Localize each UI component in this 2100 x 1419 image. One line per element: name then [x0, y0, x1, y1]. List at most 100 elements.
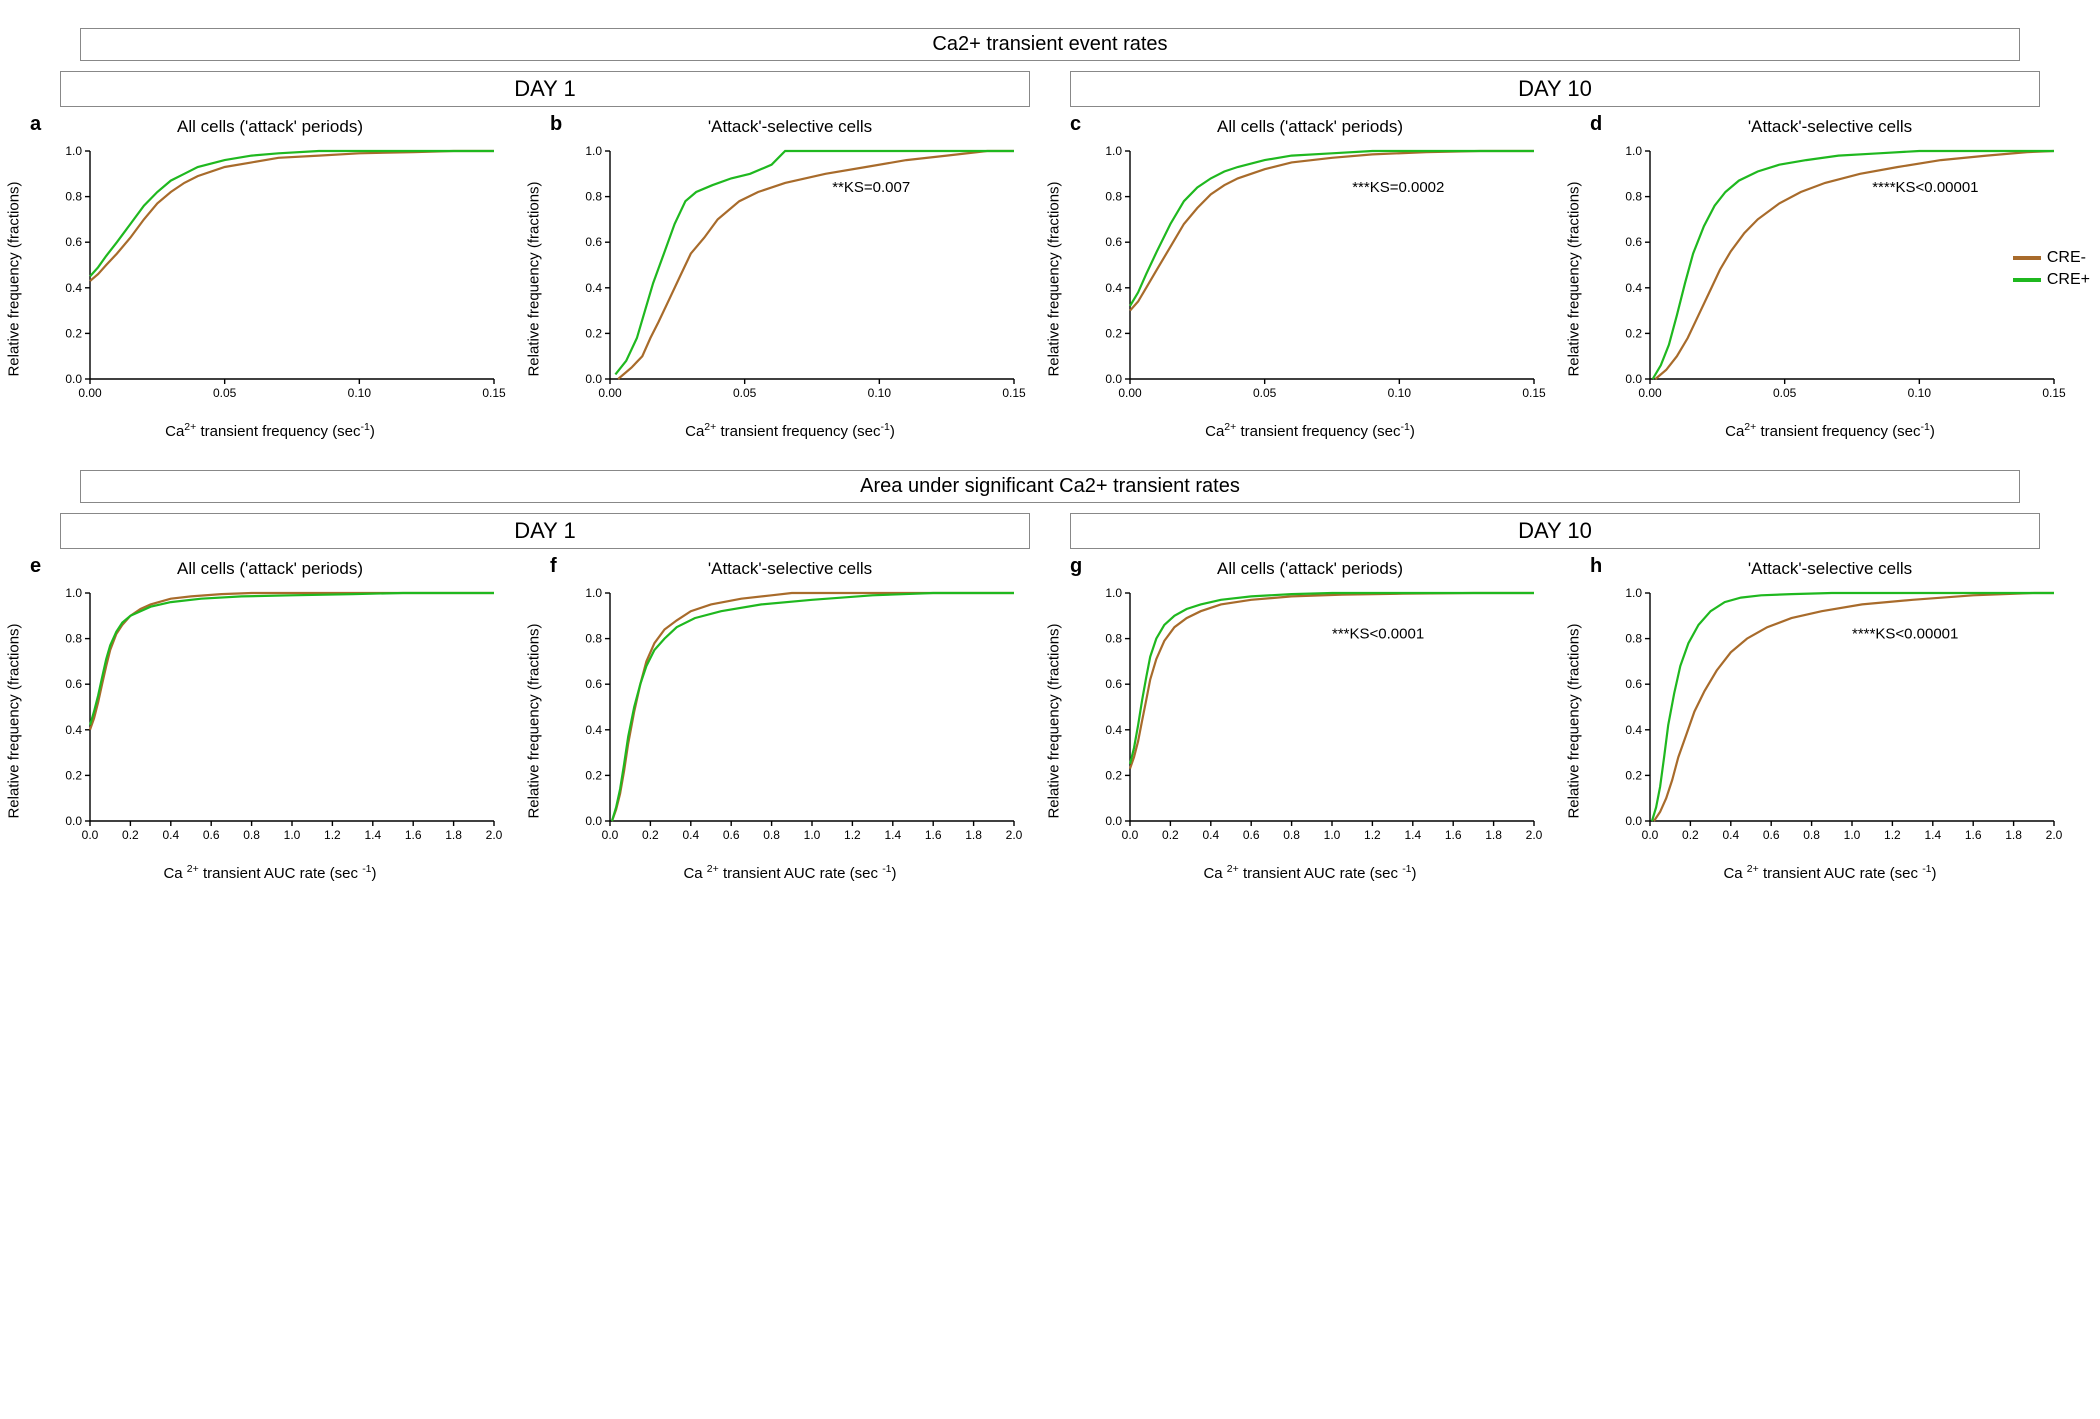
- ylabel-h: Relative frequency (fractions): [1566, 623, 1583, 818]
- svg-text:0.8: 0.8: [65, 190, 82, 204]
- panel-c: c All cells ('attack' periods) Relative …: [1060, 113, 1560, 440]
- svg-text:0.2: 0.2: [1105, 768, 1122, 782]
- series-cre-plus: [1130, 593, 1534, 764]
- ylabel-e: Relative frequency (fractions): [6, 623, 23, 818]
- svg-text:0.05: 0.05: [213, 386, 237, 400]
- legend-swatch-cre-minus: [2013, 256, 2041, 260]
- panel-title-b: 'Attack'-selective cells: [540, 117, 1040, 137]
- svg-text:0.8: 0.8: [1105, 632, 1122, 646]
- svg-text:0.00: 0.00: [78, 386, 102, 400]
- panel-row-bottom: e All cells ('attack' periods) Relative …: [20, 555, 2080, 882]
- xlabel-d: Ca2+ transient frequency (sec-1): [1580, 421, 2080, 440]
- svg-text:1.0: 1.0: [585, 586, 602, 600]
- svg-text:0.0: 0.0: [1625, 814, 1642, 828]
- svg-text:1.2: 1.2: [844, 828, 861, 842]
- series-cre-plus: [90, 593, 494, 725]
- svg-text:1.2: 1.2: [324, 828, 341, 842]
- svg-text:0.6: 0.6: [1105, 235, 1122, 249]
- panel-b: b 'Attack'-selective cells Relative freq…: [540, 113, 1040, 440]
- svg-text:0.8: 0.8: [65, 632, 82, 646]
- panel-letter-e: e: [30, 555, 41, 578]
- day1-box-bottom: DAY 1: [60, 513, 1030, 549]
- svg-text:0.2: 0.2: [585, 326, 602, 340]
- ylabel-g: Relative frequency (fractions): [1046, 623, 1063, 818]
- svg-text:0.05: 0.05: [733, 386, 757, 400]
- svg-text:0.0: 0.0: [1642, 828, 1659, 842]
- xlabel-h: Ca 2+ transient AUC rate (sec -1): [1580, 863, 2080, 882]
- ylabel-f: Relative frequency (fractions): [526, 623, 543, 818]
- chart-svg-g: 0.00.20.40.60.81.00.00.20.40.60.81.01.21…: [1060, 581, 1560, 861]
- day10-box-bottom: DAY 10: [1070, 513, 2040, 549]
- svg-text:0.8: 0.8: [1283, 828, 1300, 842]
- series-cre-minus: [1130, 593, 1534, 769]
- svg-text:1.4: 1.4: [364, 828, 381, 842]
- svg-text:2.0: 2.0: [1006, 828, 1023, 842]
- svg-text:0.4: 0.4: [162, 828, 179, 842]
- svg-text:0.0: 0.0: [82, 828, 99, 842]
- svg-text:1.0: 1.0: [1324, 828, 1341, 842]
- series-cre-plus: [615, 151, 1014, 374]
- xlabel-a: Ca2+ transient frequency (sec-1): [20, 421, 520, 440]
- chart-area-d: Relative frequency (fractions) 0.00.20.4…: [1580, 139, 2080, 419]
- svg-text:0.00: 0.00: [1638, 386, 1662, 400]
- section2-header: Area under significant Ca2+ transient ra…: [80, 470, 2020, 503]
- panel-letter-b: b: [550, 113, 562, 136]
- svg-text:1.0: 1.0: [1625, 144, 1642, 158]
- svg-text:2.0: 2.0: [486, 828, 503, 842]
- chart-svg-d: 0.00.20.40.60.81.00.000.050.100.15 ****K…: [1580, 139, 2080, 419]
- svg-text:0.8: 0.8: [243, 828, 260, 842]
- panel-f: f 'Attack'-selective cells Relative freq…: [540, 555, 1040, 882]
- svg-text:0.4: 0.4: [585, 281, 602, 295]
- svg-text:0.2: 0.2: [122, 828, 139, 842]
- svg-text:0.00: 0.00: [1118, 386, 1142, 400]
- panel-letter-c: c: [1070, 113, 1081, 136]
- svg-text:1.0: 1.0: [1105, 586, 1122, 600]
- svg-text:0.2: 0.2: [1682, 828, 1699, 842]
- svg-text:1.4: 1.4: [1924, 828, 1941, 842]
- svg-text:0.15: 0.15: [482, 386, 506, 400]
- svg-text:0.4: 0.4: [585, 723, 602, 737]
- ylabel-a: Relative frequency (fractions): [6, 181, 23, 376]
- svg-text:1.0: 1.0: [65, 144, 82, 158]
- svg-text:0.05: 0.05: [1253, 386, 1277, 400]
- chart-area-h: Relative frequency (fractions) 0.00.20.4…: [1580, 581, 2080, 861]
- figure-root: Ca2+ transient event rates DAY 1 DAY 10 …: [20, 28, 2080, 882]
- svg-text:****KS<0.00001: ****KS<0.00001: [1852, 626, 1958, 643]
- svg-text:0.0: 0.0: [65, 814, 82, 828]
- series-cre-minus: [618, 151, 1014, 379]
- legend-label-cre-plus: CRE+: [2047, 271, 2090, 289]
- svg-text:1.0: 1.0: [1844, 828, 1861, 842]
- chart-area-a: Relative frequency (fractions) 0.00.20.4…: [20, 139, 520, 419]
- svg-text:****KS<0.00001: ****KS<0.00001: [1872, 179, 1978, 196]
- panel-d: d 'Attack'-selective cells Relative freq…: [1580, 113, 2080, 440]
- svg-text:0.6: 0.6: [1105, 677, 1122, 691]
- svg-text:0.6: 0.6: [585, 235, 602, 249]
- svg-text:0.0: 0.0: [585, 814, 602, 828]
- panel-g: g All cells ('attack' periods) Relative …: [1060, 555, 1560, 882]
- panel-title-c: All cells ('attack' periods): [1060, 117, 1560, 137]
- panel-letter-f: f: [550, 555, 557, 578]
- svg-text:0.6: 0.6: [65, 235, 82, 249]
- svg-text:0.8: 0.8: [1105, 190, 1122, 204]
- svg-text:0.2: 0.2: [642, 828, 659, 842]
- svg-text:0.8: 0.8: [585, 190, 602, 204]
- series-cre-plus: [612, 593, 1014, 821]
- chart-svg-h: 0.00.20.40.60.81.00.00.20.40.60.81.01.21…: [1580, 581, 2080, 861]
- panel-letter-a: a: [30, 113, 41, 136]
- svg-text:0.4: 0.4: [1625, 723, 1642, 737]
- legend-label-cre-minus: CRE-: [2047, 249, 2086, 267]
- svg-text:0.0: 0.0: [1105, 372, 1122, 386]
- chart-svg-b: 0.00.20.40.60.81.00.000.050.100.15 **KS=…: [540, 139, 1040, 419]
- svg-text:0.4: 0.4: [682, 828, 699, 842]
- legend: CRE- CRE+: [2013, 249, 2090, 293]
- svg-text:0.6: 0.6: [1625, 677, 1642, 691]
- section1-header: Ca2+ transient event rates: [80, 28, 2020, 61]
- svg-text:0.4: 0.4: [1722, 828, 1739, 842]
- svg-text:0.2: 0.2: [65, 768, 82, 782]
- svg-text:0.6: 0.6: [1763, 828, 1780, 842]
- svg-text:1.6: 1.6: [925, 828, 942, 842]
- legend-swatch-cre-plus: [2013, 278, 2041, 282]
- series-cre-minus: [90, 151, 494, 281]
- chart-svg-c: 0.00.20.40.60.81.00.000.050.100.15 ***KS…: [1060, 139, 1560, 419]
- svg-text:0.6: 0.6: [1625, 235, 1642, 249]
